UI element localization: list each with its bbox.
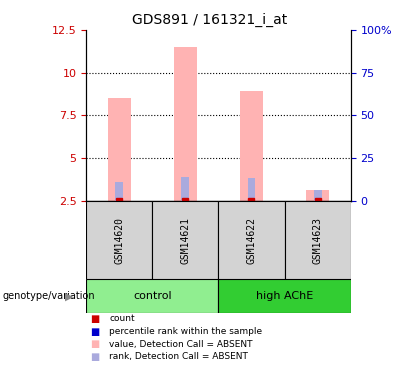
Text: ■: ■ (90, 327, 100, 336)
Bar (86, 201, 152, 279)
Text: GSM14620: GSM14620 (114, 216, 124, 264)
Bar (86, 279, 218, 313)
Bar (108, 98, 131, 201)
Text: ■: ■ (90, 339, 100, 349)
Text: genotype/variation: genotype/variation (2, 291, 95, 301)
Text: high AChE: high AChE (256, 291, 313, 301)
Bar (247, 178, 255, 201)
Bar (218, 201, 285, 279)
Text: ■: ■ (90, 352, 100, 362)
Bar (152, 201, 218, 279)
Text: count: count (109, 314, 135, 323)
Text: value, Detection Call = ABSENT: value, Detection Call = ABSENT (109, 340, 253, 349)
Bar (314, 190, 322, 201)
Text: ■: ■ (90, 314, 100, 324)
Bar (174, 47, 197, 201)
Text: GSM14623: GSM14623 (312, 216, 323, 264)
Bar (240, 92, 263, 201)
Bar (218, 279, 351, 313)
Text: ▶: ▶ (65, 291, 73, 301)
Text: control: control (133, 291, 171, 301)
Bar (115, 182, 123, 201)
Text: GSM14621: GSM14621 (180, 216, 190, 264)
Text: rank, Detection Call = ABSENT: rank, Detection Call = ABSENT (109, 352, 248, 362)
Bar (181, 177, 189, 201)
Text: GDS891 / 161321_i_at: GDS891 / 161321_i_at (132, 13, 288, 27)
Bar (306, 190, 329, 201)
Text: percentile rank within the sample: percentile rank within the sample (109, 327, 262, 336)
Bar (285, 201, 351, 279)
Text: GSM14622: GSM14622 (247, 216, 257, 264)
